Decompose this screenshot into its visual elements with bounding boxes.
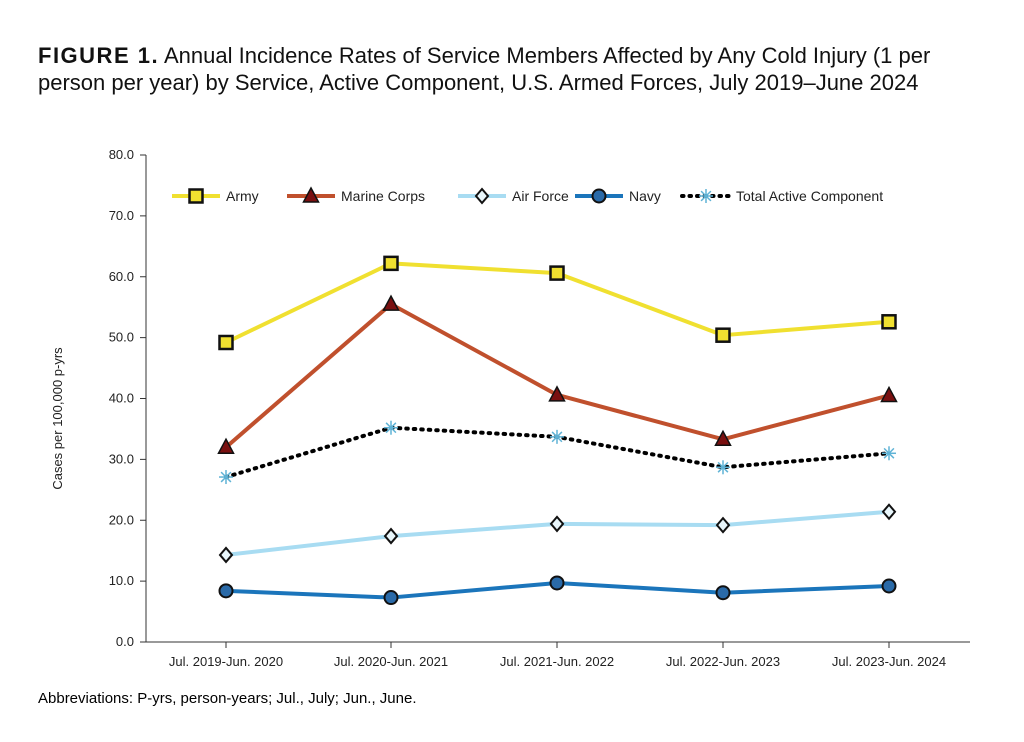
chart-legend: Army Marine Corps Air Force Navy Total Activ… — [172, 186, 883, 205]
data-point-army — [218, 334, 234, 351]
legend-item-air-force: Air Force — [458, 187, 569, 205]
data-point-total-active-component — [550, 429, 564, 444]
data-point-navy — [218, 583, 234, 599]
data-point-army — [715, 327, 731, 343]
legend-item-total-active-component: Total Active Component — [680, 188, 883, 204]
legend-marker-air-force — [474, 187, 490, 205]
legend-label-army: Army — [226, 188, 259, 204]
x-tick-label: Jul. 2022-Jun. 2023 — [666, 654, 780, 669]
legend-marker-total-active-component — [699, 189, 713, 203]
series-total-active-component — [219, 420, 896, 485]
data-point-army — [881, 314, 897, 330]
data-point-air-force — [881, 503, 897, 521]
x-tick-label: Jul. 2019-Jun. 2020 — [169, 654, 283, 669]
footnote: Abbreviations: P-yrs, person-years; Jul.… — [38, 690, 417, 707]
y-tick-label: 60.0 — [109, 269, 134, 284]
legend-item-marine-corps: Marine Corps — [287, 186, 425, 204]
data-point-navy — [881, 578, 897, 594]
legend-marker-army — [188, 188, 204, 204]
y-tick-label: 20.0 — [109, 512, 134, 527]
y-axis-label: Cases per 100,000 p-yrs — [50, 347, 65, 490]
data-point-marine-corps — [714, 429, 732, 447]
data-point-air-force — [383, 527, 399, 545]
series-line-marine-corps — [224, 302, 890, 449]
legend-label-total-active-component: Total Active Component — [736, 188, 883, 204]
data-point-total-active-component — [384, 420, 398, 435]
legend-marker-navy — [591, 188, 607, 204]
data-point-air-force — [549, 515, 565, 533]
chart-series — [217, 255, 898, 606]
x-tick-label: Jul. 2021-Jun. 2022 — [500, 654, 614, 669]
data-point-army — [549, 265, 565, 281]
series-navy — [218, 575, 897, 606]
y-tick-label: 50.0 — [109, 330, 134, 345]
figure-label: FIGURE 1. — [38, 43, 160, 68]
legend-label-marine-corps: Marine Corps — [341, 188, 425, 204]
legend-item-army: Army — [172, 188, 259, 204]
figure-title-text: Annual Incidence Rates of Service Member… — [38, 43, 931, 95]
data-point-army — [383, 255, 399, 272]
x-tick-label: Jul. 2023-Jun. 2024 — [832, 654, 946, 669]
data-point-navy — [383, 590, 399, 606]
y-tick-label: 40.0 — [109, 391, 134, 406]
data-point-marine-corps — [382, 294, 400, 311]
figure-title: FIGURE 1. Annual Incidence Rates of Serv… — [38, 42, 998, 96]
data-point-air-force — [218, 546, 234, 564]
series-air-force — [218, 503, 897, 564]
data-point-marine-corps — [880, 385, 898, 403]
series-marine-corps — [217, 294, 898, 454]
x-tick-label: Jul. 2020-Jun. 2021 — [334, 654, 448, 669]
chart-axes: 0.0 10.0 20.0 30.0 40.0 50.0 60.0 70.0 80.0 Cases… — [50, 147, 970, 669]
data-point-total-active-component — [882, 446, 896, 461]
data-point-total-active-component — [716, 460, 730, 475]
y-tick-label: 10.0 — [109, 573, 134, 588]
legend-label-air-force: Air Force — [512, 188, 569, 204]
data-point-air-force — [715, 516, 731, 534]
data-point-navy — [549, 575, 565, 591]
legend-label-navy: Navy — [629, 188, 661, 204]
y-tick-label: 70.0 — [109, 208, 134, 223]
data-point-navy — [715, 585, 731, 601]
y-tick-label: 30.0 — [109, 451, 134, 466]
y-tick-label: 0.0 — [116, 634, 134, 649]
data-point-marine-corps — [548, 385, 566, 402]
data-point-marine-corps — [217, 437, 235, 454]
legend-marker-marine-corps — [302, 186, 320, 203]
y-tick-label: 80.0 — [109, 147, 134, 162]
series-army — [218, 255, 897, 351]
data-point-total-active-component — [219, 470, 233, 485]
legend-item-navy: Navy — [575, 188, 661, 204]
